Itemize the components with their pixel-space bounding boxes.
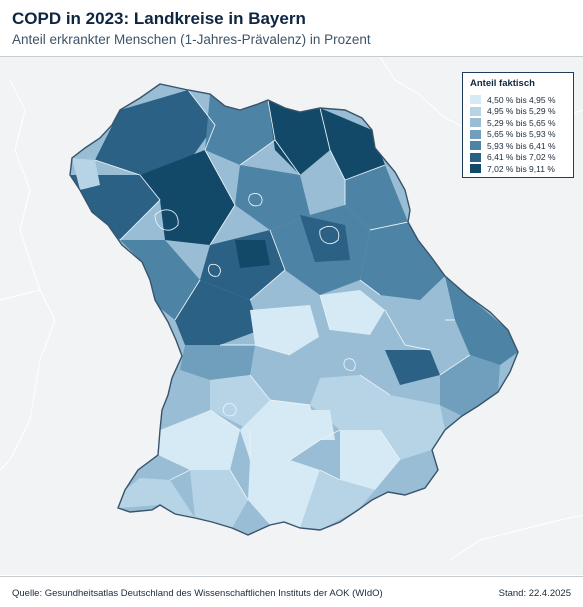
legend-label: 4,50 % bis 4,95 % — [487, 94, 556, 105]
landkreis-mid-2[interactable] — [180, 345, 255, 380]
landkreis-north-2[interactable] — [205, 94, 275, 165]
legend-item: 4,95 % bis 5,29 % — [470, 106, 566, 117]
landkreis-north-6[interactable] — [235, 165, 310, 230]
landkreis-east-2[interactable] — [440, 355, 500, 416]
legend-label: 5,93 % bis 6,41 % — [487, 140, 556, 151]
landkreis-mid-1[interactable] — [385, 300, 445, 345]
landkreis-munich[interactable] — [300, 410, 335, 440]
landkreis-west-2[interactable] — [175, 280, 260, 345]
landkreis-oberpfalz-3[interactable] — [360, 222, 445, 300]
landkreis-east-1[interactable] — [445, 276, 518, 365]
legend-swatch — [470, 152, 481, 162]
bottom-divider — [0, 576, 583, 577]
map-area[interactable]: Anteil faktisch 4,50 % bis 4,95 % 4,95 % … — [0, 57, 583, 575]
landkreis-oberpfalz-2[interactable] — [300, 215, 350, 262]
landkreis-south-west[interactable] — [160, 370, 210, 430]
source-note: Quelle: Gesundheitsatlas Deutschland des… — [12, 588, 383, 599]
landkreis-light-1[interactable] — [250, 305, 320, 355]
landkreis-south-7[interactable] — [248, 460, 320, 528]
legend-swatch — [470, 118, 481, 127]
landkreis-north-5[interactable] — [345, 165, 408, 230]
legend-swatch — [470, 106, 481, 116]
landkreis-mid-3[interactable] — [290, 330, 385, 378]
landkreis-south-9[interactable] — [118, 478, 195, 518]
landkreis-south-3[interactable] — [240, 400, 320, 460]
legend-label: 5,29 % bis 5,65 % — [487, 117, 556, 128]
landkreis-north-3[interactable] — [268, 100, 330, 175]
landkreis-south-5[interactable] — [340, 430, 400, 490]
legend-swatch — [470, 164, 481, 173]
legend-item: 4,50 % bis 4,95 % — [470, 94, 566, 105]
top-divider — [0, 56, 583, 57]
legend-label: 7,02 % bis 9,11 % — [487, 163, 555, 174]
legend-label: 6,41 % bis 7,02 % — [487, 152, 556, 162]
district-boundaries — [94, 89, 471, 501]
page-subtitle: Anteil erkrankter Menschen (1-Jahres-Prä… — [12, 32, 371, 47]
landkreis-nuernberg[interactable] — [235, 240, 270, 268]
landkreis-north-1[interactable] — [95, 90, 215, 175]
landkreis-south-8[interactable] — [190, 470, 248, 528]
map-legend: Anteil faktisch 4,50 % bis 4,95 % 4,95 % … — [462, 72, 574, 178]
legend-title: Anteil faktisch — [470, 78, 535, 89]
landkreis-south-10[interactable] — [300, 470, 375, 530]
legend-item: 6,41 % bis 7,02 % — [470, 152, 566, 163]
legend-item: 5,65 % bis 5,93 % — [470, 129, 566, 140]
landkreis-light-2[interactable] — [320, 290, 385, 335]
legend-label: 4,95 % bis 5,29 % — [487, 106, 556, 116]
landkreis-south-6[interactable] — [380, 395, 445, 460]
landkreis-unterfranken-1[interactable] — [70, 175, 160, 240]
bavaria-map[interactable] — [0, 57, 583, 575]
legend-item: 7,02 % bis 9,11 % — [470, 163, 566, 174]
page-title: COPD in 2023: Landkreise in Bayern — [12, 9, 306, 28]
legend-label: 5,65 % bis 5,93 % — [487, 129, 556, 139]
legend-swatch — [470, 95, 481, 104]
landkreis-south-1[interactable] — [158, 410, 240, 470]
stand-date: Stand: 22.4.2025 — [498, 588, 571, 599]
landkreis-deggendorf[interactable] — [385, 350, 440, 385]
legend-swatch — [470, 129, 481, 139]
legend-item: 5,29 % bis 5,65 % — [470, 117, 566, 128]
legend-swatch — [470, 141, 481, 150]
landkreis-aschaffenburg[interactable] — [72, 158, 100, 190]
landkreis-unterfranken-2[interactable] — [140, 150, 235, 245]
legend-item: 5,93 % bis 6,41 % — [470, 140, 566, 151]
